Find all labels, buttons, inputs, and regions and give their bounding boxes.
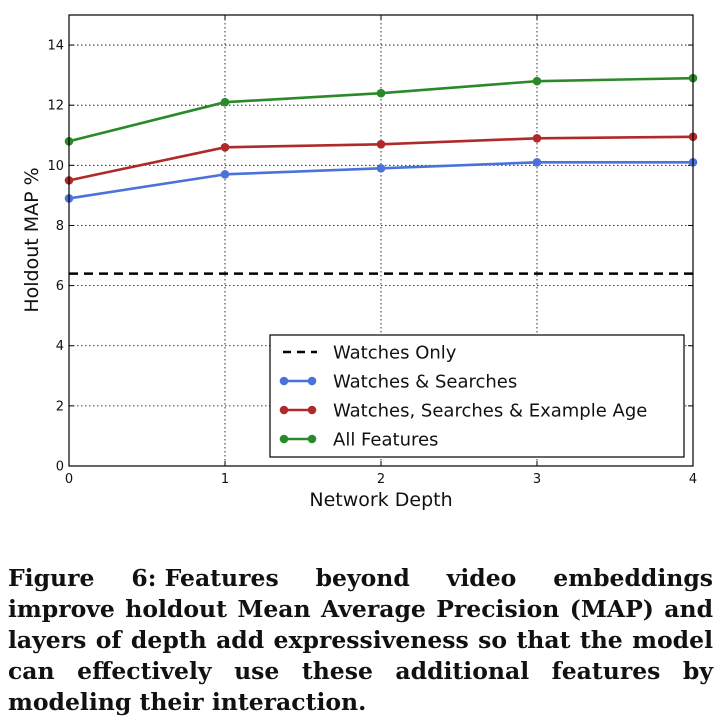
legend-swatch-marker (307, 434, 317, 444)
y-axis-label: Holdout MAP % (21, 167, 43, 312)
legend-entry-label: Watches Only (333, 343, 457, 364)
y-tick-label: 14 (47, 39, 64, 54)
legend-box (269, 334, 685, 458)
x-tick-label: 4 (689, 472, 697, 487)
legend: Watches Only Watches & Searches Watches, S… (269, 334, 685, 458)
series-2-point (532, 133, 542, 143)
legend-entry-label: Watches & Searches (333, 372, 517, 393)
y-tick-label: 12 (47, 99, 64, 114)
y-tick-label: 10 (47, 159, 64, 174)
legend-swatch-marker (307, 376, 317, 386)
y-tick-label: 0 (56, 460, 64, 475)
series-layer (64, 73, 698, 275)
series-3-point (376, 88, 386, 98)
y-tick-label: 8 (56, 219, 64, 234)
x-tick-label: 1 (221, 472, 229, 487)
y-tick-label: 4 (56, 339, 64, 354)
caption-text: Features beyond video embeddings improve… (8, 564, 713, 716)
x-tick-label: 0 (65, 472, 73, 487)
figure-label: Figure 6: (8, 564, 157, 592)
x-axis-label: Network Depth (309, 489, 452, 511)
series-1-point (532, 158, 542, 167)
figure-caption: Figure 6: Features beyond video embedding… (8, 563, 713, 718)
series-1-point (220, 170, 230, 179)
series-3-point (532, 76, 542, 86)
legend-swatch-marker (279, 434, 289, 444)
legend-entry-label: All Features (333, 430, 438, 451)
series-1-point (376, 164, 386, 173)
y-tick-label: 6 (56, 279, 64, 294)
series-2-point (220, 142, 230, 152)
x-tick-label: 2 (377, 472, 385, 487)
legend-entry-label: Watches, Searches & Example Age (333, 401, 647, 422)
legend-swatch-marker (279, 376, 289, 386)
series-2-point (376, 139, 386, 149)
legend-swatch-marker (279, 405, 289, 415)
series-3-point (220, 97, 230, 107)
plot-frame (68, 14, 694, 467)
x-tick-label: 3 (533, 472, 541, 487)
y-tick-label: 2 (56, 399, 64, 414)
legend-swatch-marker (307, 405, 317, 415)
